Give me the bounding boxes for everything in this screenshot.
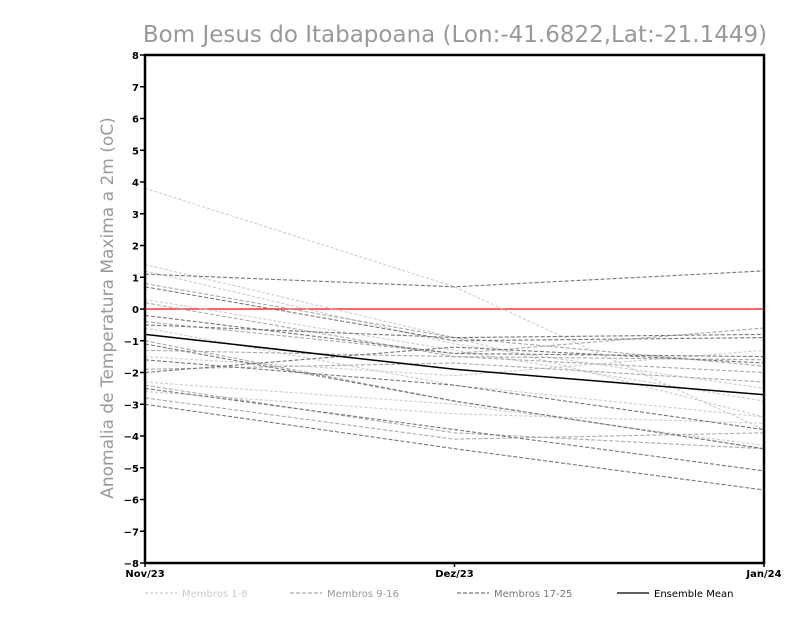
legend-label: Membros 17-25: [494, 589, 572, 600]
legend: Membros 1-8 Membros 9-16 Membros 17-25 Ense…: [145, 589, 733, 600]
member-line-14: [144, 362, 765, 383]
member-line-7: [144, 381, 765, 447]
member-line-15: [144, 384, 765, 450]
y-tick-label: 8: [132, 51, 139, 62]
y-tick-label: 3: [132, 210, 139, 221]
y-tick-label: 6: [132, 115, 139, 126]
y-tick-label: 7: [132, 83, 139, 94]
member-line-22: [144, 359, 765, 431]
member-line-18: [144, 286, 765, 342]
member-line-11: [144, 321, 765, 355]
chart-title: Bom Jesus do Itabapoana (Lon:-41.6822,La…: [143, 22, 767, 48]
y-tick-label: 1: [132, 273, 139, 284]
legend-label: Membros 9-16: [327, 589, 399, 600]
y-tick-label: −6: [124, 496, 139, 507]
y-tick-label: 0: [132, 305, 139, 316]
member-line-3: [144, 270, 765, 389]
y-tick-label: 5: [132, 146, 139, 157]
member-line-23: [144, 346, 765, 374]
y-tick-label: −4: [124, 432, 139, 443]
y-axis-label: Anomalia de Temperatura Maxima a 2m (oC): [98, 117, 118, 499]
x-tick-label: Jan/24: [745, 569, 781, 580]
member-line-6: [144, 349, 765, 377]
member-line-25: [144, 403, 765, 491]
ensemble-mean-line: [144, 333, 765, 396]
x-tick-label: Nov/23: [125, 569, 164, 580]
x-tick-label: Dez/23: [435, 569, 474, 580]
y-tick-label: 4: [132, 178, 139, 189]
y-tick-label: −8: [124, 559, 139, 570]
y-tick-label: −2: [124, 369, 139, 380]
y-tick-label: −1: [124, 337, 139, 348]
y-tick-label: −3: [124, 400, 139, 411]
member-line-20: [144, 324, 765, 339]
member-line-16: [144, 397, 765, 440]
member-line-5: [144, 327, 765, 418]
member-line-13: [144, 349, 765, 361]
member-line-17: [144, 270, 765, 288]
member-line-8: [144, 390, 765, 424]
member-line-24: [144, 387, 765, 472]
legend-label: Membros 1-8: [182, 589, 248, 600]
axes-layer: −8 −7 −6 −5 −4 −3 −2 −1 0 1 2 3 4 5 6 7 8 Nov/23 Dez/23 Jan…: [124, 51, 782, 580]
member-line-19: [144, 314, 765, 358]
legend-label: Ensemble Mean: [654, 589, 733, 600]
y-tick-label: 2: [132, 242, 139, 253]
member-line-1: [144, 187, 765, 431]
member-line-21: [144, 343, 765, 450]
member-line-9: [144, 283, 765, 367]
y-tick-label: −5: [124, 464, 139, 475]
series-layer: [144, 187, 765, 491]
y-tick-label: −7: [124, 527, 139, 538]
member-line-4: [144, 298, 765, 402]
